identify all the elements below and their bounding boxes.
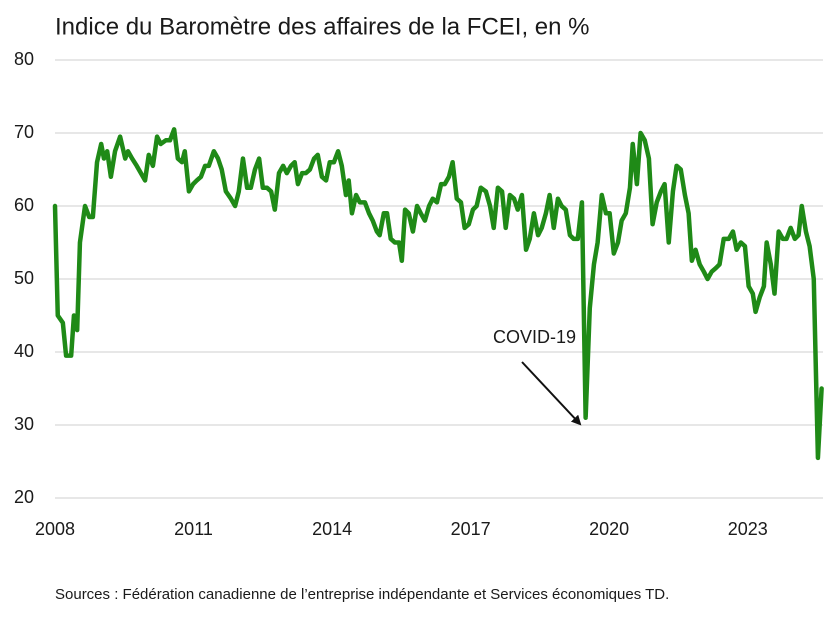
annotation-arrow	[521, 361, 582, 426]
y-tick-label: 50	[14, 268, 34, 288]
y-tick-label: 60	[14, 195, 34, 215]
x-tick-label: 2023	[728, 519, 768, 539]
y-tick-label: 30	[14, 414, 34, 434]
y-tick-label: 40	[14, 341, 34, 361]
annotation: COVID-19	[493, 327, 576, 347]
y-tick-label: 20	[14, 487, 34, 507]
y-tick-label: 80	[14, 49, 34, 69]
x-tick-label: 2020	[589, 519, 629, 539]
x-tick-label: 2014	[312, 519, 352, 539]
x-tick-label: 2011	[174, 519, 213, 539]
source-note: Sources : Fédération canadienne de l’ent…	[55, 586, 669, 603]
data-line	[52, 127, 824, 461]
x-tick-label: 2008	[35, 519, 75, 539]
x-tick-label: 2017	[451, 519, 491, 539]
chart-title: Indice du Baromètre des affaires de la F…	[55, 13, 590, 40]
y-tick-label: 70	[14, 122, 34, 142]
